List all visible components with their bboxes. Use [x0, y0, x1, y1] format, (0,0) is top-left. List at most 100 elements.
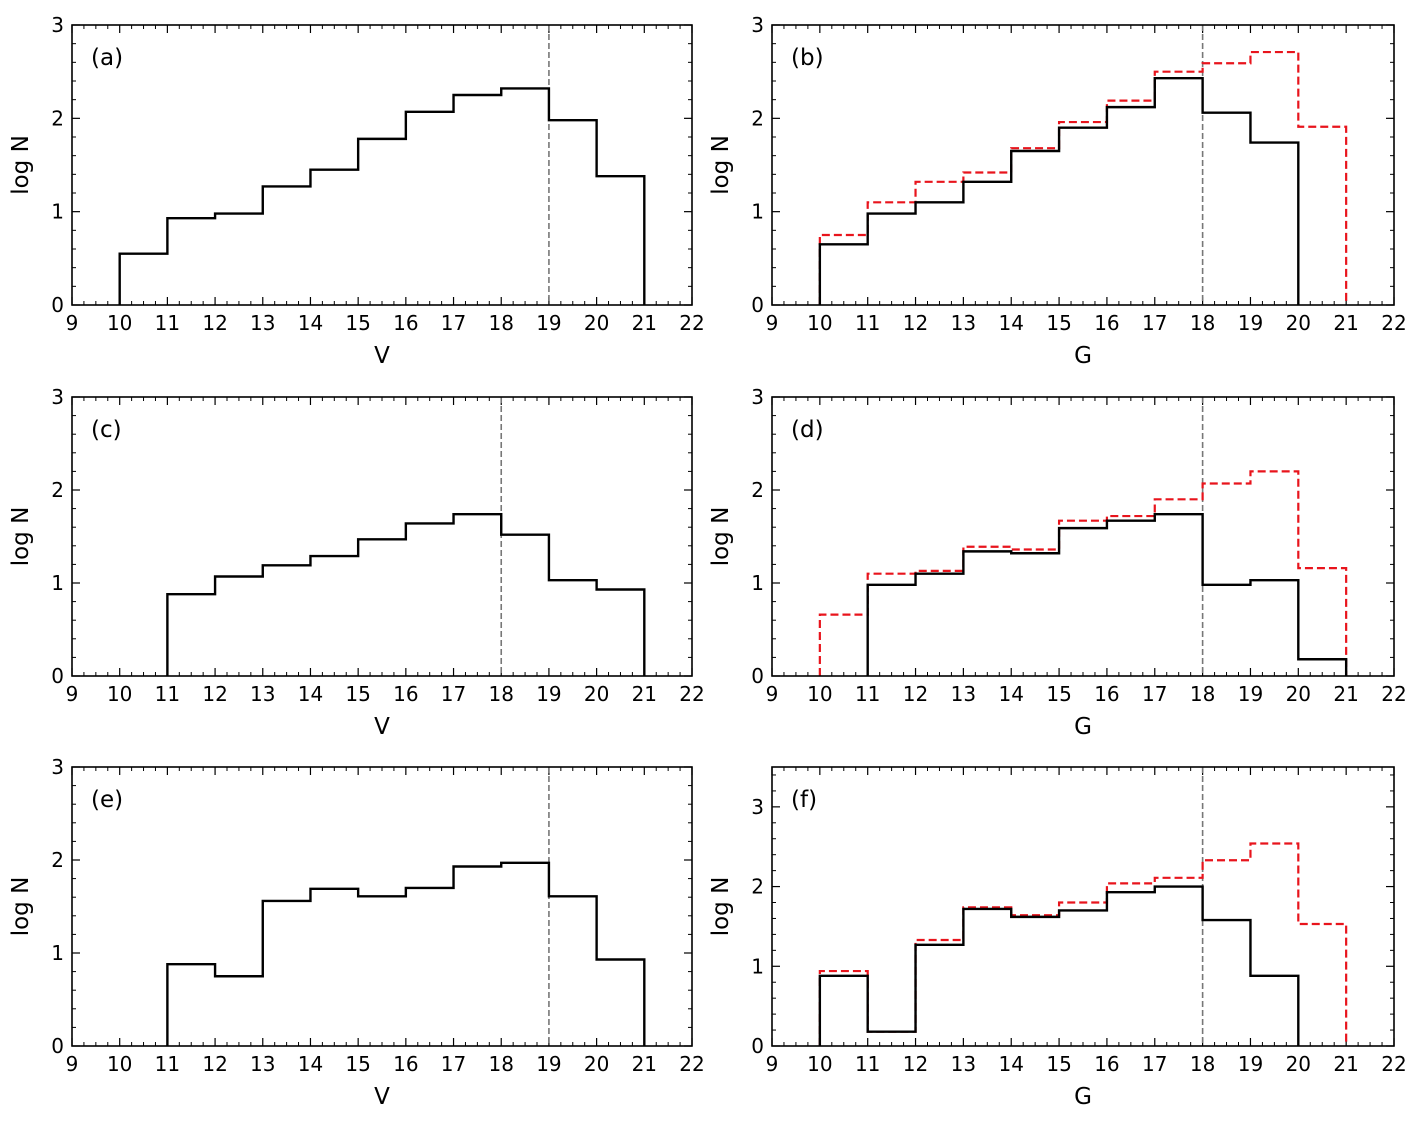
x-tick-label: 19	[1238, 1052, 1263, 1076]
series-all-step	[818, 842, 1348, 1046]
x-tick-label: 20	[1286, 1052, 1311, 1076]
x-tick-label: 18	[489, 311, 514, 335]
x-tick-label: 21	[1333, 311, 1358, 335]
y-axis-label: log N	[708, 877, 734, 937]
x-tick-label: 10	[807, 1052, 832, 1076]
axes-frame	[771, 766, 1395, 1047]
x-tick-label: 21	[632, 682, 657, 706]
x-tick-label: 13	[951, 311, 976, 335]
x-tick-label: 14	[298, 311, 323, 335]
x-tick-label: 17	[441, 311, 466, 335]
x-tick-label: 9	[66, 682, 79, 706]
x-tick-label: 12	[202, 1052, 227, 1076]
x-tick-label: 12	[202, 311, 227, 335]
y-axis-label: log N	[8, 507, 34, 567]
x-tick-label: 20	[584, 311, 609, 335]
x-tick-label: 15	[1046, 311, 1071, 335]
axes-frame	[771, 396, 1395, 677]
x-tick-label: 13	[250, 682, 275, 706]
axes-frame	[71, 24, 693, 306]
x-tick-label: 15	[345, 311, 370, 335]
x-tick-label: 22	[679, 1052, 704, 1076]
axes-frame	[71, 396, 693, 677]
x-tick-label: 20	[584, 682, 609, 706]
panel-label: (c)	[91, 417, 122, 443]
axes-frame	[71, 766, 693, 1047]
x-tick-label: 21	[632, 311, 657, 335]
x-tick-label: 15	[1046, 1052, 1071, 1076]
panel-label: (e)	[91, 787, 123, 813]
x-tick-label: 22	[1381, 682, 1406, 706]
x-tick-label: 14	[298, 682, 323, 706]
panel-label: (b)	[791, 45, 824, 71]
x-tick-label: 18	[1190, 1052, 1215, 1076]
y-tick-label: 0	[751, 293, 764, 317]
x-tick-label: 16	[1094, 1052, 1119, 1076]
y-axis-label: log N	[8, 135, 34, 195]
series-member-step	[818, 77, 1300, 305]
x-axis-label: G	[1074, 1084, 1092, 1110]
x-tick-label: 12	[202, 682, 227, 706]
x-tick-label: 16	[393, 1052, 418, 1076]
x-tick-label: 19	[536, 682, 561, 706]
x-tick-label: 13	[951, 682, 976, 706]
x-tick-label: 18	[489, 1052, 514, 1076]
x-tick-label: 15	[345, 682, 370, 706]
y-axis-label: log N	[8, 877, 34, 937]
x-tick-label: 17	[441, 682, 466, 706]
y-axis-label: log N	[708, 135, 734, 195]
x-tick-label: 19	[536, 311, 561, 335]
y-tick-label: 0	[751, 664, 764, 688]
series-all-step	[818, 50, 1348, 305]
x-tick-label: 12	[903, 1052, 928, 1076]
x-tick-label: 11	[855, 311, 880, 335]
y-tick-label: 3	[751, 13, 764, 37]
x-tick-label: 22	[1381, 1052, 1406, 1076]
x-tick-label: 15	[345, 1052, 370, 1076]
x-tick-label: 14	[999, 311, 1024, 335]
y-tick-label: 2	[51, 848, 64, 872]
x-tick-label: 22	[679, 311, 704, 335]
x-tick-label: 9	[66, 1052, 79, 1076]
x-tick-label: 21	[632, 1052, 657, 1076]
x-tick-label: 16	[1094, 311, 1119, 335]
y-axis-label: log N	[708, 507, 734, 567]
x-tick-label: 17	[441, 1052, 466, 1076]
y-tick-label: 3	[51, 385, 64, 409]
x-tick-label: 22	[1381, 311, 1406, 335]
y-tick-label: 1	[51, 941, 64, 965]
x-tick-label: 9	[766, 1052, 779, 1076]
x-tick-label: 10	[107, 311, 132, 335]
x-tick-label: 15	[1046, 682, 1071, 706]
x-tick-label: 13	[250, 311, 275, 335]
x-tick-label: 17	[1142, 1052, 1167, 1076]
series-member-step	[818, 885, 1300, 1046]
x-tick-label: 19	[1238, 311, 1263, 335]
y-tick-label: 0	[751, 1034, 764, 1058]
x-tick-label: 19	[536, 1052, 561, 1076]
y-tick-label: 3	[51, 755, 64, 779]
x-tick-label: 13	[250, 1052, 275, 1076]
x-tick-label: 10	[807, 311, 832, 335]
x-tick-label: 18	[1190, 682, 1215, 706]
panel-label: (a)	[91, 45, 123, 71]
x-tick-label: 11	[855, 682, 880, 706]
x-tick-label: 19	[1238, 682, 1263, 706]
axes-frame	[771, 24, 1395, 306]
y-tick-label: 3	[51, 13, 64, 37]
y-tick-label: 3	[751, 385, 764, 409]
x-tick-label: 11	[155, 311, 180, 335]
y-tick-label: 3	[751, 795, 764, 819]
x-tick-label: 20	[1286, 311, 1311, 335]
series-all-step	[818, 470, 1348, 676]
x-axis-label: G	[1074, 343, 1092, 369]
x-axis-label: V	[374, 1084, 390, 1110]
x-tick-label: 14	[999, 1052, 1024, 1076]
x-axis-label: V	[374, 343, 390, 369]
x-tick-label: 17	[1142, 311, 1167, 335]
